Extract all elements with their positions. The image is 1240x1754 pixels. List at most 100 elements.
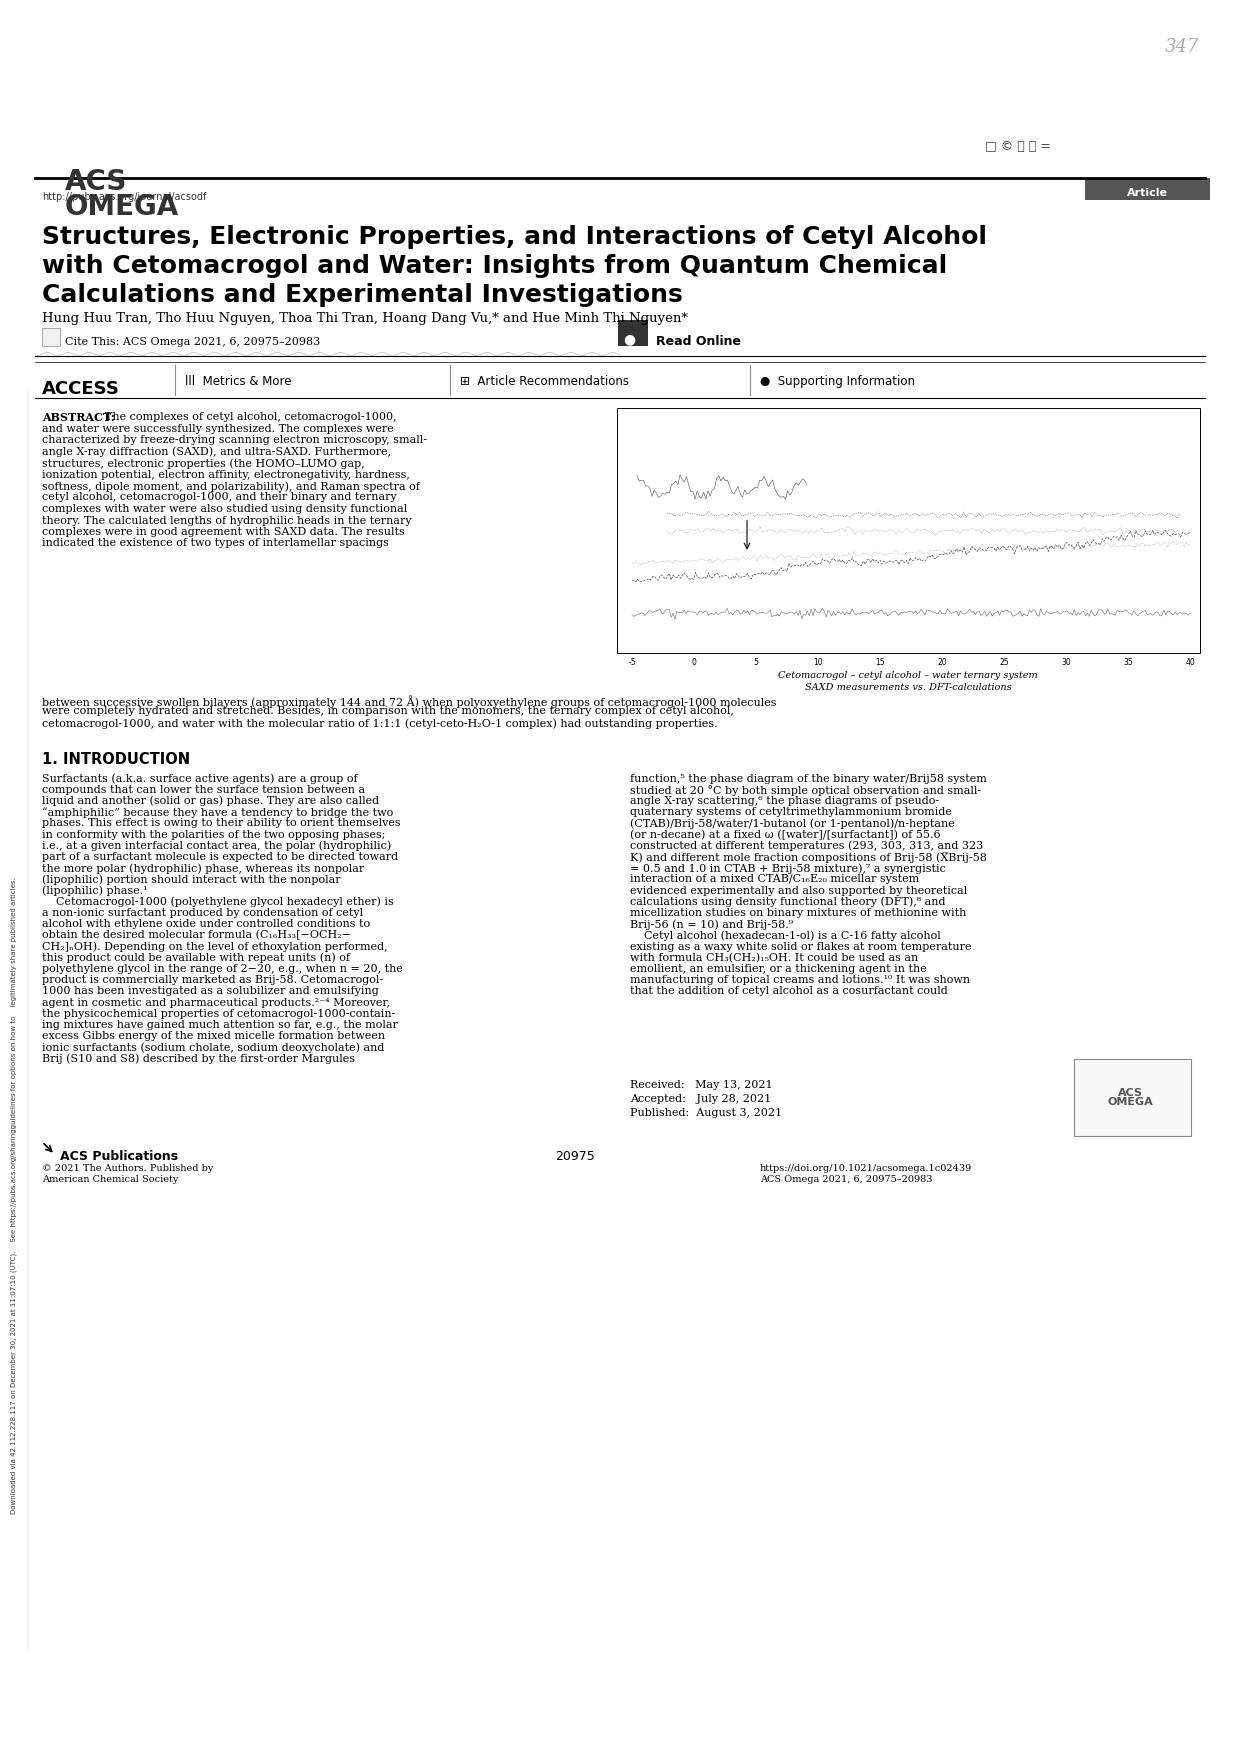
Text: Received:   May 13, 2021
Accepted:   July 28, 2021
Published:  August 3, 2021: Received: May 13, 2021 Accepted: July 28… — [630, 1080, 782, 1117]
Text: phases. This effect is owing to their ability to orient themselves: phases. This effect is owing to their ab… — [42, 819, 401, 828]
Text: a non-ionic surfactant produced by condensation of cetyl: a non-ionic surfactant produced by conde… — [42, 909, 363, 917]
Text: calculations using density functional theory (DFT),⁸ and: calculations using density functional th… — [630, 896, 945, 907]
Text: 1. INTRODUCTION: 1. INTRODUCTION — [42, 751, 190, 766]
Text: ABSTRACT:: ABSTRACT: — [42, 412, 115, 423]
Text: characterized by freeze-drying scanning electron microscopy, small-: characterized by freeze-drying scanning … — [42, 435, 427, 446]
Text: ACCESS: ACCESS — [42, 381, 120, 398]
Text: manufacturing of topical creams and lotions.¹⁰ It was shown: manufacturing of topical creams and loti… — [630, 975, 970, 986]
Text: the more polar (hydrophilic) phase, whereas its nonpolar: the more polar (hydrophilic) phase, wher… — [42, 863, 365, 873]
Text: cetomacrogol-1000, and water with the molecular ratio of 1:1:1 (cetyl-ceto-H₂O-1: cetomacrogol-1000, and water with the mo… — [42, 717, 718, 728]
Text: softness, dipole moment, and polarizability), and Raman spectra of: softness, dipole moment, and polarizabil… — [42, 481, 420, 491]
Text: 0: 0 — [692, 658, 697, 667]
Text: angle X-ray scattering,⁶ the phase diagrams of pseudo-: angle X-ray scattering,⁶ the phase diagr… — [630, 796, 939, 805]
Text: obtain the desired molecular formula (C₁₆H₃₃[−OCH₂−: obtain the desired molecular formula (C₁… — [42, 930, 351, 940]
Text: “amphiphilic” because they have a tendency to bridge the two: “amphiphilic” because they have a tenden… — [42, 807, 393, 817]
Text: 40: 40 — [1185, 658, 1195, 667]
Text: © 2021 The Authors. Published by
American Chemical Society: © 2021 The Authors. Published by America… — [42, 1163, 213, 1184]
Text: the physicochemical properties of cetomacrogol-1000-contain-: the physicochemical properties of cetoma… — [42, 1009, 396, 1019]
Text: emollient, an emulsifier, or a thickening agent in the: emollient, an emulsifier, or a thickenin… — [630, 965, 926, 973]
Text: alcohol with ethylene oxide under controlled conditions to: alcohol with ethylene oxide under contro… — [42, 919, 370, 930]
Text: micellization studies on binary mixtures of methionine with: micellization studies on binary mixtures… — [630, 909, 966, 917]
Text: compounds that can lower the surface tension between a: compounds that can lower the surface ten… — [42, 784, 365, 795]
Text: this product could be available with repeat units (n) of: this product could be available with rep… — [42, 952, 350, 963]
Text: complexes were in good agreement with SAXD data. The results: complexes were in good agreement with SA… — [42, 526, 404, 537]
Text: Cite This: ACS Omega 2021, 6, 20975–20983: Cite This: ACS Omega 2021, 6, 20975–2098… — [64, 337, 320, 347]
Text: Surfactants (a.k.a. surface active agents) are a group of: Surfactants (a.k.a. surface active agent… — [42, 774, 357, 784]
Text: between successive swollen bilayers (approximately 144 and 72 Å) when polyoxyeth: between successive swollen bilayers (app… — [42, 695, 776, 709]
Text: Article: Article — [1126, 188, 1168, 198]
Text: https://doi.org/10.1021/acsomega.1c02439
ACS Omega 2021, 6, 20975–20983: https://doi.org/10.1021/acsomega.1c02439… — [760, 1163, 972, 1184]
Text: Brij-56 (n = 10) and Brij-58.⁹: Brij-56 (n = 10) and Brij-58.⁹ — [630, 919, 794, 930]
Text: and water were successfully synthesized. The complexes were: and water were successfully synthesized.… — [42, 423, 394, 433]
Text: 35: 35 — [1123, 658, 1133, 667]
Text: agent in cosmetic and pharmaceutical products.²⁻⁴ Moreover,: agent in cosmetic and pharmaceutical pro… — [42, 998, 391, 1007]
Text: Brij (S10 and S8) described by the first-order Margules: Brij (S10 and S8) described by the first… — [42, 1054, 355, 1065]
Text: studied at 20 °C by both simple optical observation and small-: studied at 20 °C by both simple optical … — [630, 784, 981, 796]
Text: theory. The calculated lengths of hydrophilic heads in the ternary: theory. The calculated lengths of hydrop… — [42, 516, 412, 526]
Text: Structures, Electronic Properties, and Interactions of Cetyl Alcohol: Structures, Electronic Properties, and I… — [42, 225, 987, 249]
Text: ACS
OMEGA: ACS OMEGA — [1107, 1087, 1153, 1107]
FancyBboxPatch shape — [42, 328, 60, 346]
Text: Downloaded via 42.112.228.117 on December 30, 2021 at 11:07:10 (UTC).    See htt: Downloaded via 42.112.228.117 on Decembe… — [11, 877, 17, 1514]
Text: Read Online: Read Online — [656, 335, 742, 347]
Text: http://pubs.acs.org/journal/acsodf: http://pubs.acs.org/journal/acsodf — [42, 191, 206, 202]
Text: The complexes of cetyl alcohol, cetomacrogol-1000,: The complexes of cetyl alcohol, cetomacr… — [105, 412, 397, 423]
Text: (or n-decane) at a fixed ω ([water]/[surfactant]) of 55.6: (or n-decane) at a fixed ω ([water]/[sur… — [630, 830, 941, 840]
Text: part of a surfactant molecule is expected to be directed toward: part of a surfactant molecule is expecte… — [42, 852, 398, 861]
Text: quaternary systems of cetyltrimethylammonium bromide: quaternary systems of cetyltrimethylammo… — [630, 807, 952, 817]
Text: constructed at different temperatures (293, 303, 313, and 323: constructed at different temperatures (2… — [630, 840, 983, 851]
Text: ionization potential, electron affinity, electronegativity, hardness,: ionization potential, electron affinity,… — [42, 470, 410, 479]
Text: with formula CH₃(CH₂)₁₅OH. It could be used as an: with formula CH₃(CH₂)₁₅OH. It could be u… — [630, 952, 919, 963]
Text: ●: ● — [622, 332, 635, 346]
FancyBboxPatch shape — [1085, 177, 1210, 200]
Text: K) and different mole fraction compositions of Brij-58 (X̅Brij-58: K) and different mole fraction compositi… — [630, 852, 987, 863]
FancyBboxPatch shape — [1074, 1059, 1190, 1135]
Text: cetyl alcohol, cetomacrogol-1000, and their binary and ternary: cetyl alcohol, cetomacrogol-1000, and th… — [42, 493, 397, 502]
Text: Hung Huu Tran, Tho Huu Nguyen, Thoa Thi Tran, Hoang Dang Vu,* and Hue Minh Thi N: Hung Huu Tran, Tho Huu Nguyen, Thoa Thi … — [42, 312, 688, 324]
Text: structures, electronic properties (the HOMO–LUMO gap,: structures, electronic properties (the H… — [42, 458, 365, 468]
Text: 20: 20 — [937, 658, 947, 667]
Text: Calculations and Experimental Investigations: Calculations and Experimental Investigat… — [42, 282, 683, 307]
Text: i.e., at a given interfacial contact area, the polar (hydrophilic): i.e., at a given interfacial contact are… — [42, 840, 392, 851]
Text: 20975: 20975 — [556, 1149, 595, 1163]
Text: interaction of a mixed CTAB/C₁₆E₂₀ micellar system: interaction of a mixed CTAB/C₁₆E₂₀ micel… — [630, 873, 919, 884]
FancyBboxPatch shape — [618, 319, 649, 346]
Text: existing as a waxy white solid or flakes at room temperature: existing as a waxy white solid or flakes… — [630, 942, 971, 951]
Text: polyethylene glycol in the range of 2−20, e.g., when n = 20, the: polyethylene glycol in the range of 2−20… — [42, 965, 403, 973]
Text: function,⁵ the phase diagram of the binary water/Brij58 system: function,⁵ the phase diagram of the bina… — [630, 774, 987, 784]
Text: indicated the existence of two types of interlamellar spacings: indicated the existence of two types of … — [42, 538, 389, 549]
Text: product is commercially marketed as Brij-58. Cetomacrogol-: product is commercially marketed as Brij… — [42, 975, 383, 986]
Text: complexes with water were also studied using density functional: complexes with water were also studied u… — [42, 503, 407, 514]
Text: 1000 has been investigated as a solubilizer and emulsifying: 1000 has been investigated as a solubili… — [42, 986, 378, 996]
Text: Cetomacrogol – cetyl alcohol – water ternary system: Cetomacrogol – cetyl alcohol – water ter… — [779, 672, 1038, 681]
Text: 15: 15 — [875, 658, 885, 667]
Text: ACS Publications: ACS Publications — [60, 1149, 179, 1163]
Text: = 0.5 and 1.0 in CTAB + Brij-58 mixture),⁷ a synergistic: = 0.5 and 1.0 in CTAB + Brij-58 mixture)… — [630, 863, 946, 873]
Text: that the addition of cetyl alcohol as a cosurfactant could: that the addition of cetyl alcohol as a … — [630, 986, 947, 996]
Text: CH₂]ₙOH). Depending on the level of ethoxylation performed,: CH₂]ₙOH). Depending on the level of etho… — [42, 942, 388, 952]
Text: 30: 30 — [1061, 658, 1071, 667]
Text: SAXD measurements vs. DFT-calculations: SAXD measurements vs. DFT-calculations — [805, 682, 1012, 693]
Text: liquid and another (solid or gas) phase. They are also called: liquid and another (solid or gas) phase.… — [42, 796, 379, 807]
Text: ACS
OMEGA: ACS OMEGA — [64, 168, 180, 221]
Text: 5: 5 — [754, 658, 759, 667]
Text: evidenced experimentally and also supported by theoretical: evidenced experimentally and also suppor… — [630, 886, 967, 896]
Text: angle X-ray diffraction (SAXD), and ultra-SAXD. Furthermore,: angle X-ray diffraction (SAXD), and ultr… — [42, 447, 391, 458]
Text: ionic surfactants (sodium cholate, sodium deoxycholate) and: ionic surfactants (sodium cholate, sodiu… — [42, 1042, 384, 1052]
Bar — [618, 409, 1200, 652]
Text: Cetyl alcohol (hexadecan-1-ol) is a C-16 fatty alcohol: Cetyl alcohol (hexadecan-1-ol) is a C-16… — [630, 930, 941, 940]
Text: Cetomacrogol-1000 (polyethylene glycol hexadecyl ether) is: Cetomacrogol-1000 (polyethylene glycol h… — [42, 896, 394, 907]
Text: were completely hydrated and stretched. Besides, in comparison with the monomers: were completely hydrated and stretched. … — [42, 707, 734, 716]
Text: with Cetomacrogol and Water: Insights from Quantum Chemical: with Cetomacrogol and Water: Insights fr… — [42, 254, 947, 277]
Text: ●  Supporting Information: ● Supporting Information — [760, 375, 915, 388]
Text: 10: 10 — [813, 658, 823, 667]
Text: (lipophilic) phase.¹: (lipophilic) phase.¹ — [42, 886, 148, 896]
Text: ing mixtures have gained much attention so far, e.g., the molar: ing mixtures have gained much attention … — [42, 1019, 398, 1030]
Text: 25: 25 — [999, 658, 1009, 667]
Text: (lipophilic) portion should interact with the nonpolar: (lipophilic) portion should interact wit… — [42, 873, 341, 884]
Text: □ © ⓘ Ⓢ =: □ © ⓘ Ⓢ = — [985, 140, 1050, 153]
Text: (CTAB)/Brij-58/water/1-butanol (or 1-pentanol)/n-heptane: (CTAB)/Brij-58/water/1-butanol (or 1-pen… — [630, 819, 955, 830]
Text: excess Gibbs energy of the mixed micelle formation between: excess Gibbs energy of the mixed micelle… — [42, 1031, 386, 1042]
Text: 347: 347 — [1166, 39, 1199, 56]
Text: lll  Metrics & More: lll Metrics & More — [185, 375, 291, 388]
